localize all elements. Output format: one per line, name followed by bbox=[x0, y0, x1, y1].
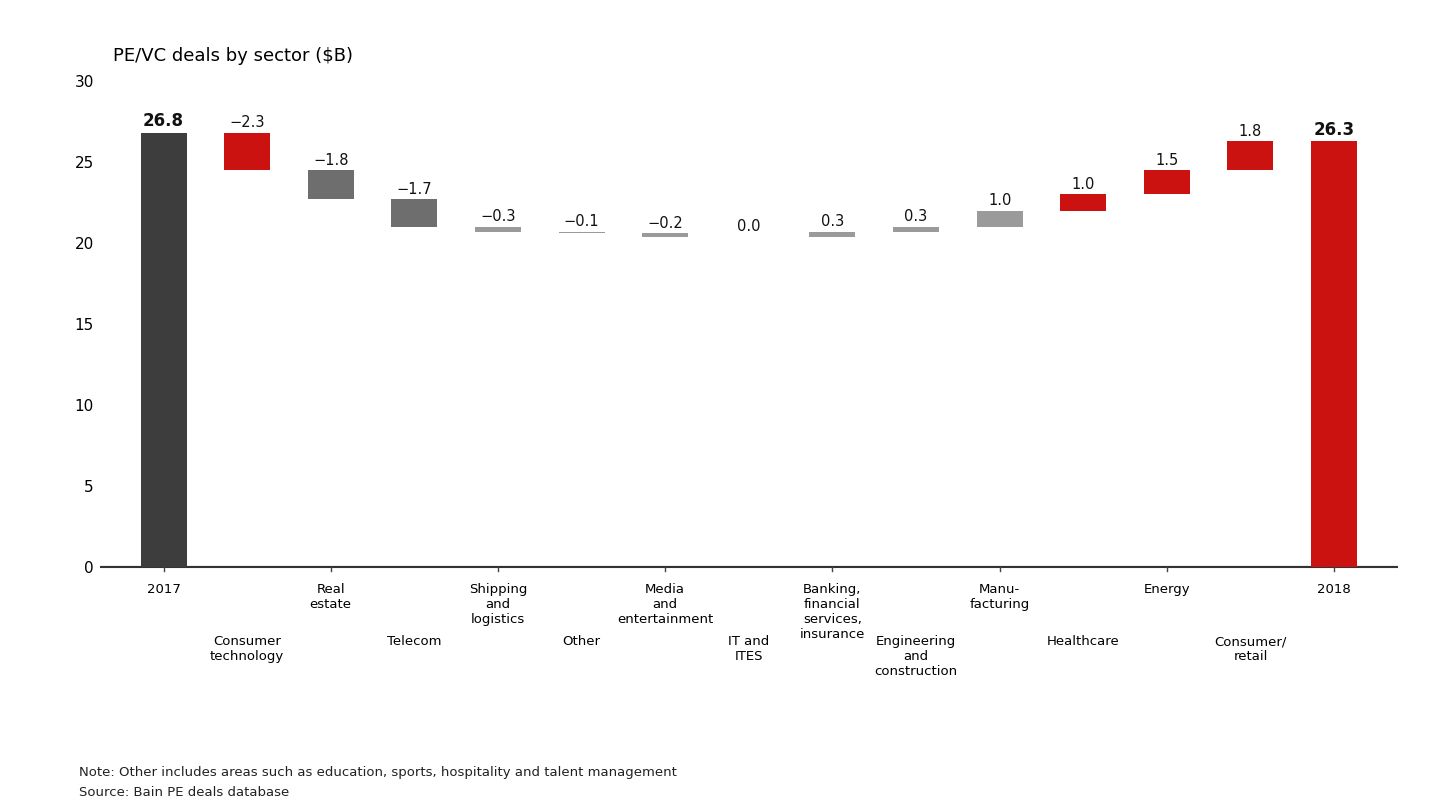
Bar bbox=[308, 170, 354, 199]
Bar bbox=[141, 133, 187, 567]
Text: Real
estate: Real estate bbox=[310, 583, 351, 612]
Text: Consumer
technology: Consumer technology bbox=[210, 635, 284, 663]
Text: 26.8: 26.8 bbox=[143, 113, 184, 130]
Text: −2.3: −2.3 bbox=[229, 115, 265, 130]
Text: 26.3: 26.3 bbox=[1313, 121, 1355, 139]
Text: Other: Other bbox=[563, 635, 600, 648]
Text: −0.1: −0.1 bbox=[564, 214, 599, 229]
Text: Energy: Energy bbox=[1143, 583, 1191, 596]
Text: Consumer/
retail: Consumer/ retail bbox=[1214, 635, 1287, 663]
Text: Healthcare: Healthcare bbox=[1047, 635, 1120, 648]
Text: −1.8: −1.8 bbox=[312, 152, 348, 168]
Bar bbox=[642, 233, 688, 237]
Text: −0.3: −0.3 bbox=[480, 209, 516, 224]
Text: 1.5: 1.5 bbox=[1155, 152, 1178, 168]
Bar bbox=[392, 199, 438, 227]
Text: Media
and
entertainment: Media and entertainment bbox=[618, 583, 713, 626]
Bar bbox=[1143, 170, 1189, 194]
Text: 0.3: 0.3 bbox=[904, 209, 927, 224]
Text: 0.0: 0.0 bbox=[737, 219, 760, 234]
Text: Banking,
financial
services,
insurance: Banking, financial services, insurance bbox=[799, 583, 865, 642]
Bar bbox=[893, 227, 939, 232]
Bar bbox=[1227, 141, 1273, 170]
Text: Note: Other includes areas such as education, sports, hospitality and talent man: Note: Other includes areas such as educa… bbox=[79, 766, 677, 779]
Text: 0.3: 0.3 bbox=[821, 214, 844, 229]
Bar bbox=[559, 232, 605, 233]
Text: −0.2: −0.2 bbox=[648, 215, 683, 231]
Text: 2017: 2017 bbox=[147, 583, 180, 596]
Text: Source: Bain PE deals database: Source: Bain PE deals database bbox=[79, 786, 289, 799]
Text: 1.0: 1.0 bbox=[988, 193, 1011, 208]
Text: −1.7: −1.7 bbox=[396, 181, 432, 197]
Text: 1.8: 1.8 bbox=[1238, 123, 1261, 139]
Text: Manu-
facturing: Manu- facturing bbox=[969, 583, 1030, 612]
Text: Shipping
and
logistics: Shipping and logistics bbox=[469, 583, 527, 626]
Text: PE/VC deals by sector ($B): PE/VC deals by sector ($B) bbox=[114, 47, 353, 65]
Bar bbox=[475, 227, 521, 232]
Bar bbox=[809, 232, 855, 237]
Bar bbox=[1060, 194, 1106, 211]
Text: IT and
ITES: IT and ITES bbox=[729, 635, 769, 663]
Bar bbox=[976, 211, 1022, 227]
Text: Telecom: Telecom bbox=[387, 635, 442, 648]
Bar bbox=[225, 133, 271, 170]
Bar bbox=[1310, 141, 1356, 567]
Text: 2018: 2018 bbox=[1318, 583, 1351, 596]
Text: Engineering
and
construction: Engineering and construction bbox=[874, 635, 958, 678]
Text: 1.0: 1.0 bbox=[1071, 177, 1094, 192]
